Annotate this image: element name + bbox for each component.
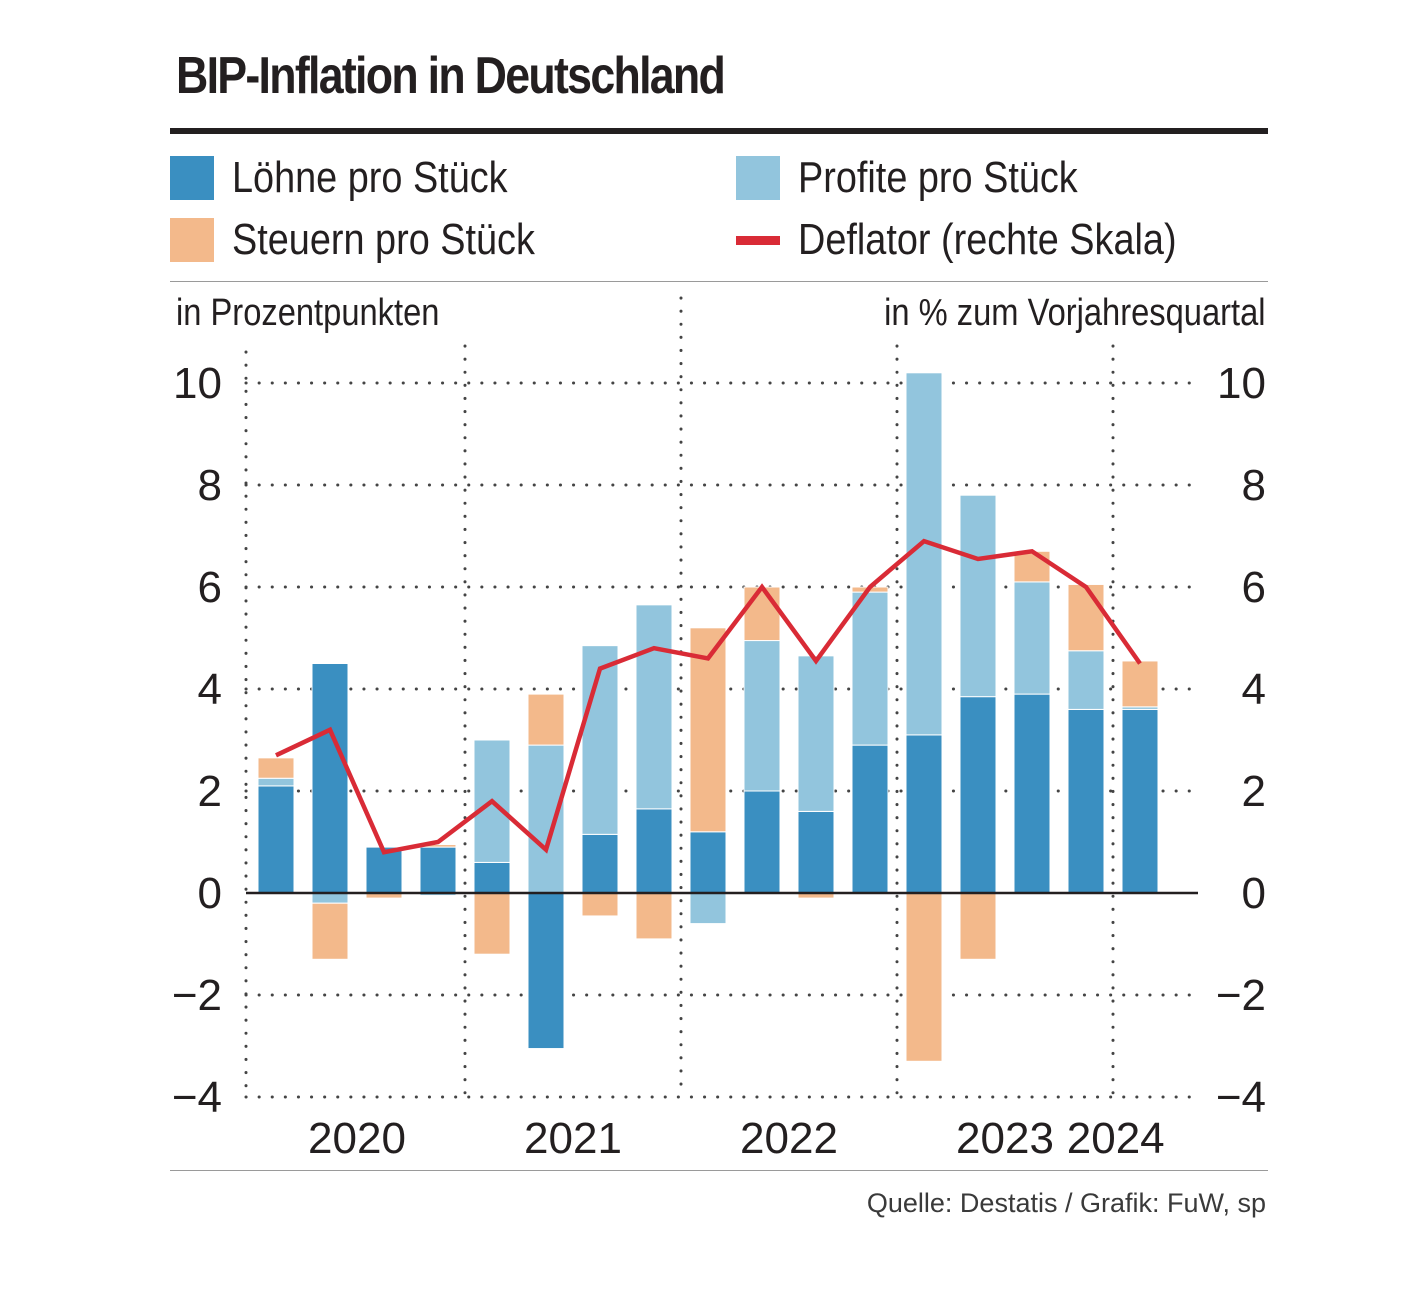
bar-steuern <box>1067 583 1105 652</box>
bar-profite <box>311 892 349 904</box>
legend-divider <box>170 281 1268 282</box>
bar-loehne <box>635 808 673 894</box>
bar-profite <box>635 604 673 810</box>
y-tick-left: −4 <box>172 1073 222 1122</box>
legend-label-deflator: Deflator (rechte Skala) <box>798 215 1177 264</box>
bar-steuern <box>581 892 619 917</box>
title-rule <box>170 128 1268 134</box>
bar-profite <box>743 640 781 792</box>
bar-profite <box>581 645 619 835</box>
bar-steuern <box>311 902 349 960</box>
bar-loehne <box>581 833 619 894</box>
source-note: Quelle: Destatis / Grafik: FuW, sp <box>866 1188 1266 1218</box>
right-axis-caption: in % zum Vorjahresquartal <box>884 292 1266 334</box>
bar-profite <box>689 892 727 925</box>
y-tick-left: 8 <box>198 461 222 510</box>
x-tick-label: 2024 <box>1067 1114 1165 1163</box>
bar-loehne <box>689 831 727 894</box>
legend-item-deflator: Deflator (rechte Skala) <box>736 215 1238 265</box>
bar-loehne <box>473 861 511 894</box>
bar-steuern <box>635 892 673 940</box>
legend-label-profite: Profite pro Stück <box>798 153 1078 202</box>
bar-loehne <box>365 846 403 894</box>
chart-title: BIP-Inflation in Deutschland <box>176 47 726 105</box>
y-tick-right: −2 <box>1216 971 1266 1020</box>
x-tick-label: 2023 <box>956 1114 1054 1163</box>
bar-profite <box>851 591 889 746</box>
y-tick-right: 2 <box>1242 767 1266 816</box>
x-tick-label: 2022 <box>740 1114 838 1163</box>
bar-steuern <box>1013 550 1051 583</box>
bar-loehne <box>905 734 943 894</box>
bar-profite <box>473 739 511 863</box>
y-tick-right: 4 <box>1242 665 1266 714</box>
legend-swatch-profite <box>736 156 780 200</box>
bar-steuern <box>1121 660 1159 708</box>
y-tick-left: 10 <box>173 359 222 408</box>
bar-loehne <box>851 744 889 894</box>
legend-label-steuern: Steuern pro Stück <box>232 215 535 264</box>
y-tick-right: 8 <box>1242 461 1266 510</box>
y-tick-right: 0 <box>1242 869 1266 918</box>
bar-steuern <box>959 892 997 960</box>
footer-divider <box>170 1170 1268 1171</box>
bar-profite <box>797 655 835 812</box>
bar-steuern <box>527 693 565 746</box>
x-tick-label: 2020 <box>308 1114 406 1163</box>
y-tick-left: 0 <box>198 869 222 918</box>
left-axis-caption: in Prozentpunkten <box>176 292 440 334</box>
bar-loehne <box>311 663 349 894</box>
y-tick-right: 10 <box>1217 359 1266 408</box>
bar-profite <box>527 744 565 894</box>
bar-profite <box>257 777 295 787</box>
y-tick-left: 6 <box>198 563 222 612</box>
y-tick-left: 4 <box>198 665 222 714</box>
bar-loehne <box>797 810 835 894</box>
bar-steuern <box>473 892 511 955</box>
bar-steuern <box>743 586 781 642</box>
legend-item-loehne: Löhne pro Stück <box>170 153 552 203</box>
bar-loehne <box>1067 708 1105 894</box>
legend-line-deflator <box>736 235 780 245</box>
deflator-line <box>275 538 1142 855</box>
bar-loehne <box>1013 693 1051 894</box>
bar-steuern <box>689 627 727 833</box>
bar-steuern <box>905 892 943 1062</box>
bar-loehne <box>959 696 997 894</box>
bar-profite <box>959 494 997 698</box>
bar-loehne <box>257 785 295 894</box>
bar-loehne <box>419 846 457 894</box>
y-tick-right: −4 <box>1216 1073 1266 1122</box>
legend-item-profite: Profite pro Stück <box>736 153 1123 203</box>
legend-swatch-steuern <box>170 218 214 262</box>
x-tick-label: 2021 <box>524 1114 622 1163</box>
legend-item-steuern: Steuern pro Stück <box>170 215 584 265</box>
y-tick-right: 6 <box>1242 563 1266 612</box>
legend-swatch-loehne <box>170 156 214 200</box>
bar-steuern <box>257 757 295 779</box>
bar-loehne <box>743 790 781 894</box>
bar-loehne <box>1121 708 1159 894</box>
bar-loehne <box>527 892 565 1050</box>
y-tick-left: −2 <box>172 971 222 1020</box>
y-tick-left: 2 <box>198 767 222 816</box>
legend-label-loehne: Löhne pro Stück <box>232 153 508 202</box>
bar-profite <box>1013 581 1051 695</box>
bar-profite <box>1067 650 1105 710</box>
